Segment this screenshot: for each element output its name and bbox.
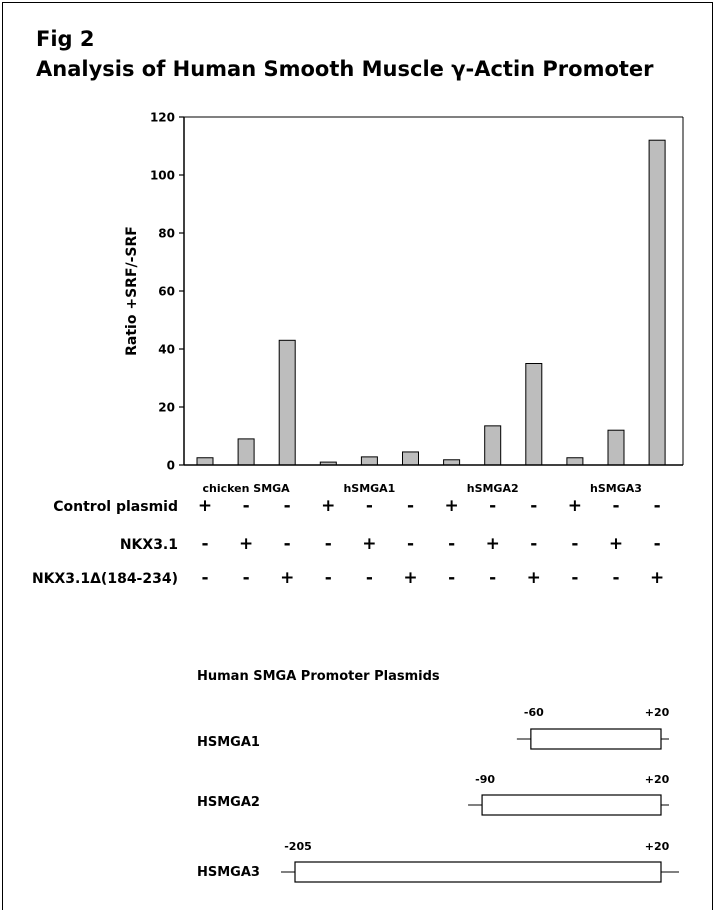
condition-mark: - <box>654 496 661 516</box>
condition-mark: - <box>571 568 578 588</box>
condition-mark: - <box>612 568 619 588</box>
construct-box <box>294 861 662 883</box>
condition-mark: - <box>325 534 332 554</box>
construct-box <box>481 794 662 816</box>
bar-hsmga1-3 <box>402 451 419 466</box>
condition-mark: + <box>527 568 541 588</box>
group-label: hSMGA1 <box>343 482 395 495</box>
group-label: hSMGA3 <box>590 482 642 495</box>
condition-mark: - <box>284 496 291 516</box>
bar-chicken-smga-1 <box>196 457 214 466</box>
y-tick-label: 100 <box>150 169 175 183</box>
condition-mark: + <box>198 496 212 516</box>
condition-mark: - <box>612 496 619 516</box>
condition-mark: - <box>284 534 291 554</box>
condition-mark: + <box>321 496 335 516</box>
construct-name: HSMGA3 <box>197 865 260 880</box>
condition-mark: - <box>654 534 661 554</box>
bar-hsmga1-2 <box>360 456 378 466</box>
condition-mark: - <box>489 496 496 516</box>
condition-mark: - <box>366 496 373 516</box>
condition-mark: - <box>366 568 373 588</box>
y-tick-label: 0 <box>167 459 175 473</box>
condition-mark: - <box>530 534 537 554</box>
condition-mark: + <box>650 568 664 588</box>
promoter-constructs: HSMGA1 -60 +20 HSMGA2 -90 +20 HSMGA3 -205 +20 <box>197 706 679 883</box>
condition-mark: - <box>201 568 208 588</box>
bar-hsmga3-3 <box>648 139 666 466</box>
condition-mark: - <box>448 568 455 588</box>
condition-row-label: Control plasmid <box>53 499 178 515</box>
y-axis-ticks: 0 20 40 60 80 100 120 <box>150 111 184 473</box>
y-tick-label: 80 <box>158 227 175 241</box>
condition-mark: - <box>243 568 250 588</box>
construct-start-label: -60 <box>524 706 544 719</box>
y-tick-label: 120 <box>150 111 175 125</box>
condition-row-label: NKX3.1Δ(184-234) <box>32 571 178 587</box>
condition-table: Control plasmid + - - + - - + - - + - - NKX3.1 - + - - + - -… <box>32 496 664 588</box>
bar-series <box>196 139 666 466</box>
condition-mark: + <box>280 568 294 588</box>
figure-title: Analysis of Human Smooth Muscle γ-Actin … <box>36 57 654 81</box>
condition-mark: - <box>201 534 208 554</box>
construct-box <box>530 728 662 750</box>
diagram-title: Human SMGA Promoter Plasmids <box>197 669 440 684</box>
group-label: chicken SMGA <box>202 482 290 495</box>
condition-mark: + <box>239 534 253 554</box>
bar-hsmga3-2 <box>607 429 625 466</box>
figure-number: Fig 2 <box>36 27 95 51</box>
chart-axes <box>183 116 684 466</box>
condition-mark: + <box>403 568 417 588</box>
condition-mark: + <box>444 496 458 516</box>
condition-mark: + <box>568 496 582 516</box>
y-tick-label: 20 <box>158 401 175 415</box>
condition-mark: - <box>243 496 250 516</box>
condition-row-label: NKX3.1 <box>120 537 178 553</box>
construct-start-label: -90 <box>475 773 495 786</box>
construct-start-label: -205 <box>284 840 312 853</box>
group-labels: chicken SMGA hSMGA1 hSMGA2 hSMGA3 <box>202 482 641 495</box>
bar-chicken-smga-2 <box>237 438 255 466</box>
bar-hsmga3-1 <box>566 457 584 466</box>
condition-mark: - <box>407 534 414 554</box>
construct-end-label: +20 <box>645 840 670 853</box>
bar-chicken-smga-3 <box>278 339 296 466</box>
bar-hsmga2-1 <box>443 459 461 466</box>
y-tick-label: 60 <box>158 285 175 299</box>
construct-end-label: +20 <box>645 773 670 786</box>
condition-mark: - <box>530 496 537 516</box>
construct-end-label: +20 <box>645 706 670 719</box>
condition-mark: + <box>609 534 623 554</box>
bar-hsmga2-3 <box>525 363 543 466</box>
condition-mark: - <box>407 496 414 516</box>
condition-mark: - <box>448 534 455 554</box>
y-tick-label: 40 <box>158 343 175 357</box>
condition-mark: + <box>486 534 500 554</box>
group-label: hSMGA2 <box>467 482 519 495</box>
condition-mark: - <box>325 568 332 588</box>
construct-name: HSMGA1 <box>197 735 260 750</box>
construct-name: HSMGA2 <box>197 795 260 810</box>
condition-mark: - <box>489 568 496 588</box>
y-axis-label: Ratio +SRF/-SRF <box>124 226 140 356</box>
condition-mark: + <box>362 534 376 554</box>
bar-hsmga2-2 <box>484 425 502 466</box>
condition-mark: - <box>571 534 578 554</box>
